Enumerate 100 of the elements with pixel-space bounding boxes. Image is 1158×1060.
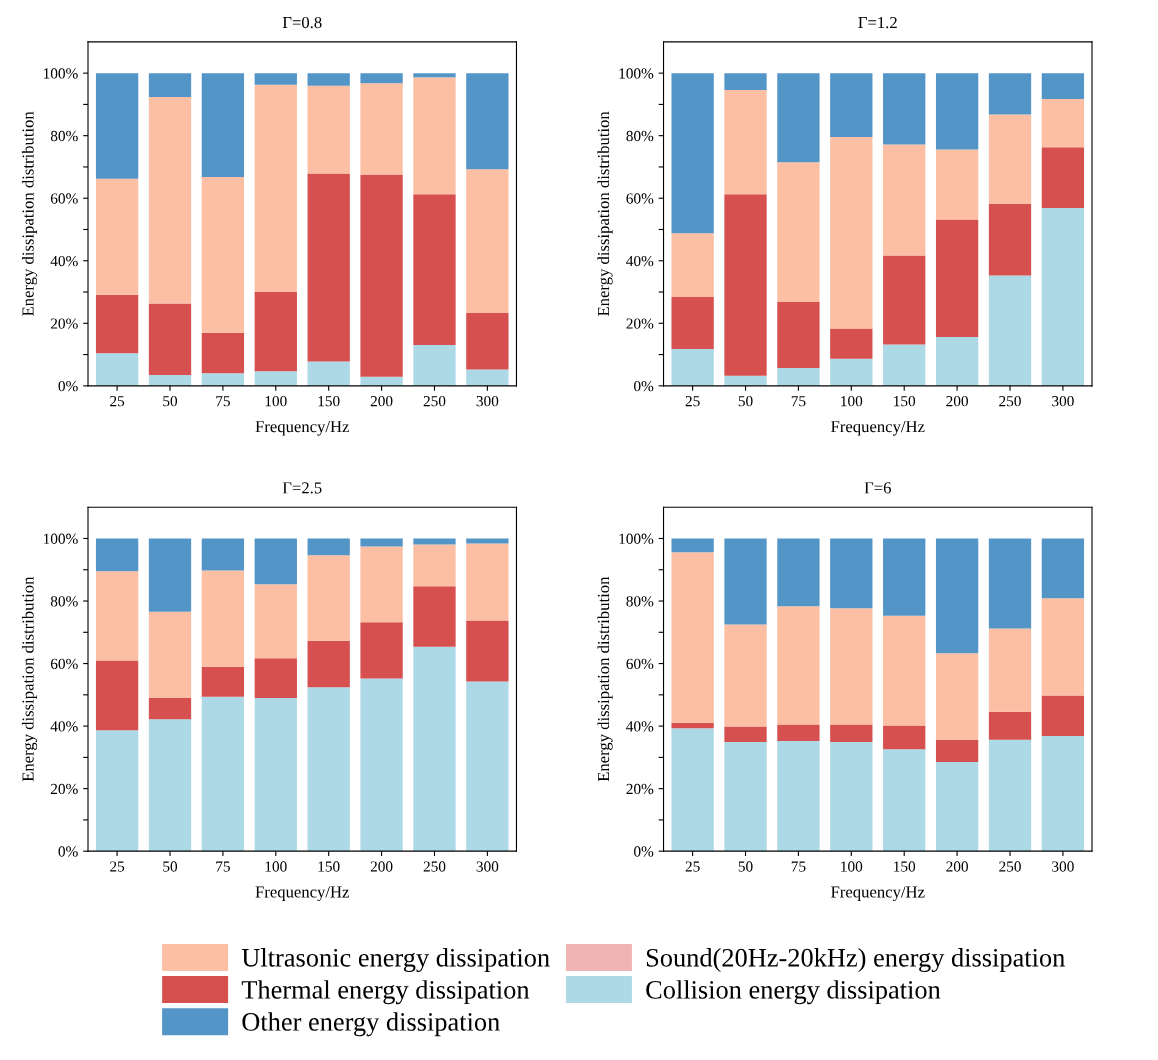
bar <box>360 546 403 623</box>
bar <box>1041 207 1085 386</box>
x-tick-label: 50 <box>738 861 753 872</box>
bar <box>935 219 979 338</box>
legend-label: Ultrasonic energy dissipation <box>241 948 550 973</box>
bar <box>254 658 297 698</box>
bar <box>254 538 297 585</box>
bar <box>935 337 979 386</box>
bar <box>1041 598 1085 696</box>
bar <box>830 742 873 852</box>
x-tick-label: 150 <box>318 396 340 407</box>
y-axis-title: Energy dissipation distribution <box>597 576 613 782</box>
bar <box>360 83 403 175</box>
bar <box>95 353 139 386</box>
bar <box>1041 147 1085 208</box>
y-tick-label: 40% <box>626 721 654 732</box>
x-tick-label: 50 <box>738 396 753 407</box>
bar <box>830 73 873 137</box>
y-tick-label: 0% <box>634 846 654 857</box>
bar <box>777 368 820 386</box>
bar <box>671 348 714 386</box>
bar <box>466 169 509 313</box>
bar <box>830 328 873 359</box>
bar <box>988 538 1032 629</box>
bar <box>671 722 714 729</box>
y-tick-label: 100% <box>619 533 654 544</box>
bar <box>883 344 926 386</box>
bar <box>148 303 192 375</box>
y-tick-label: 60% <box>50 193 78 204</box>
x-tick-label: 300 <box>1052 396 1074 407</box>
x-tick-label: 300 <box>1052 861 1074 872</box>
y-tick-label: 80% <box>626 596 654 607</box>
bar <box>830 724 873 743</box>
y-tick-label: 20% <box>626 318 654 329</box>
bar <box>254 584 297 659</box>
x-tick-label: 25 <box>685 396 700 407</box>
y-tick-label: 40% <box>50 255 78 267</box>
bar <box>254 697 297 852</box>
bar <box>413 194 456 345</box>
bar <box>413 646 456 852</box>
bar <box>777 73 820 163</box>
x-tick-label: 25 <box>110 861 125 872</box>
bar <box>95 730 139 852</box>
y-tick-label: 20% <box>50 318 78 329</box>
bar <box>95 660 139 731</box>
bar <box>201 666 245 697</box>
bar <box>777 538 820 607</box>
bar <box>777 724 820 742</box>
bar <box>466 681 509 852</box>
bar <box>724 624 767 727</box>
bar <box>724 375 767 386</box>
bar <box>935 762 979 852</box>
bar <box>935 149 979 220</box>
bar <box>201 332 245 374</box>
bar <box>148 96 192 304</box>
bar <box>95 538 139 572</box>
bar <box>1041 695 1085 737</box>
bar <box>830 136 873 329</box>
bar <box>988 73 1032 115</box>
chart-title: Γ=6 <box>864 482 891 494</box>
x-axis-title: Frequency/Hz <box>255 421 349 436</box>
x-tick-label: 200 <box>946 861 968 872</box>
bar <box>307 361 350 386</box>
bar <box>201 696 245 852</box>
bar <box>777 606 820 725</box>
bar <box>413 73 456 78</box>
bar <box>413 538 456 545</box>
x-tick-label: 300 <box>476 861 499 872</box>
bar <box>360 174 403 377</box>
y-tick-label: 0% <box>58 846 78 857</box>
bar <box>671 552 714 723</box>
bar <box>360 73 403 84</box>
bar <box>466 312 509 370</box>
x-tick-label: 25 <box>110 396 125 407</box>
bar <box>148 697 192 720</box>
x-tick-label: 150 <box>894 861 916 872</box>
legend-label: Other energy dissipation <box>242 1012 500 1037</box>
bar <box>307 85 350 174</box>
bar <box>360 678 403 852</box>
y-axis-title: Energy dissipation distribution <box>21 111 38 316</box>
bar <box>201 176 245 333</box>
y-tick-label: 100% <box>43 533 78 544</box>
x-tick-label: 25 <box>685 861 700 872</box>
bar <box>777 302 820 369</box>
bar <box>671 73 714 234</box>
bar <box>148 538 192 612</box>
legend-label: Sound(20Hz-20kHz) energy dissipation <box>646 948 1065 973</box>
bar <box>95 571 139 661</box>
y-tick-label: 100% <box>619 68 654 79</box>
bar <box>466 620 509 682</box>
bar <box>777 162 820 303</box>
x-tick-label: 250 <box>999 396 1021 407</box>
bar <box>935 538 979 654</box>
bar <box>201 73 245 177</box>
bar <box>988 711 1032 740</box>
x-tick-label: 100 <box>265 861 287 872</box>
bar <box>360 622 403 679</box>
bar <box>466 369 509 386</box>
bar <box>413 77 456 195</box>
x-tick-label: 100 <box>841 396 863 407</box>
